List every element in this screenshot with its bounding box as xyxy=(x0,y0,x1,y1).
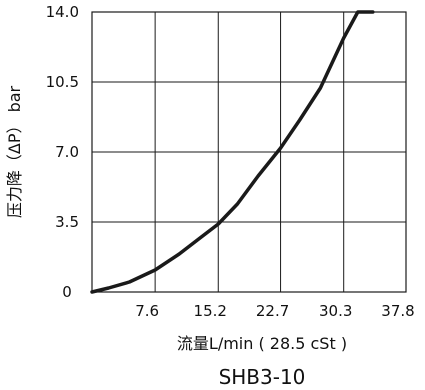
y-tick-label: 3.5 xyxy=(55,213,79,231)
x-tick-label: 15.2 xyxy=(194,302,227,320)
x-tick-label: 7.6 xyxy=(135,302,159,320)
x-tick-label: 30.3 xyxy=(319,302,352,320)
series-line-pressure-drop xyxy=(90,10,375,294)
y-tick-label: 10.5 xyxy=(46,73,79,91)
y-axis-tick-labels: 14.0 10.5 7.0 3.5 0 xyxy=(46,3,79,301)
y-axis-title: 压力降（ΔP） bar xyxy=(5,85,24,218)
y-tick-label: 14.0 xyxy=(46,3,79,21)
x-tick-label: 22.7 xyxy=(256,302,289,320)
plot-area-frame xyxy=(91,11,407,293)
x-axis-title: 流量L/min ( 28.5 cSt ) xyxy=(177,334,347,353)
y-tick-label: 0 xyxy=(62,283,72,301)
x-tick-label: 37.8 xyxy=(381,302,414,320)
y-tick-label: 7.0 xyxy=(55,143,79,161)
chart-grid xyxy=(92,11,407,293)
x-axis-tick-labels: 7.6 15.2 22.7 30.3 37.8 xyxy=(135,302,415,320)
chart-title: SHB3-10 xyxy=(219,365,306,389)
